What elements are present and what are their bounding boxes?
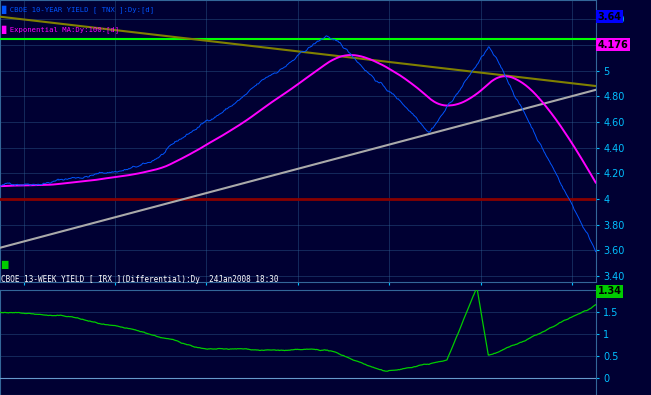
- Text: 3.64: 3.64: [598, 12, 622, 22]
- Text: █ CBOE 10-YEAR YIELD [ TNX ]:Dy:[d]: █ CBOE 10-YEAR YIELD [ TNX ]:Dy:[d]: [1, 6, 154, 14]
- Text: CBOE 13-WEEK YIELD [ IRX ](Differential):Dy  24Jan2008 18:30: CBOE 13-WEEK YIELD [ IRX ](Differential)…: [1, 275, 279, 284]
- Text: █: █: [1, 260, 8, 269]
- Text: █ Exponential MA:Dy:100:[d]: █ Exponential MA:Dy:100:[d]: [1, 25, 119, 34]
- Text: 1.34: 1.34: [598, 286, 622, 296]
- Text: 4.176: 4.176: [598, 40, 628, 49]
